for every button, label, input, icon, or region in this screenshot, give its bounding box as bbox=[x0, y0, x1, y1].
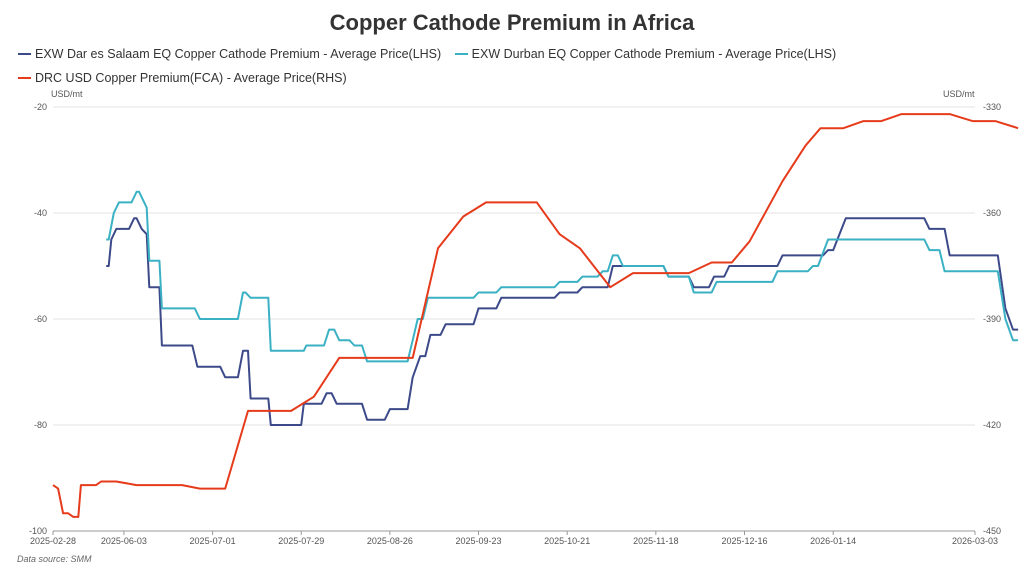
legend: EXW Dar es Salaam EQ Copper Cathode Prem… bbox=[18, 44, 1008, 92]
legend-swatch-durban bbox=[454, 53, 468, 55]
chart-title: Copper Cathode Premium in Africa bbox=[329, 10, 695, 35]
right-tick-label: -360 bbox=[983, 208, 1001, 218]
x-tick-label: 2026-03-03 bbox=[952, 536, 998, 546]
right-tick-label: -420 bbox=[983, 420, 1001, 430]
legend-label-drc: DRC USD Copper Premium(FCA) - Average Pr… bbox=[35, 71, 347, 85]
legend-item-dar-es-salaam[interactable]: EXW Dar es Salaam EQ Copper Cathode Prem… bbox=[18, 44, 441, 64]
x-tick-label: 2026-01-14 bbox=[810, 536, 856, 546]
x-tick-label: 2025-02-28 bbox=[30, 536, 76, 546]
x-tick-label: 2025-09-23 bbox=[456, 536, 502, 546]
legend-swatch-dar-es-salaam bbox=[18, 53, 31, 55]
data-source: Data source: SMM bbox=[17, 554, 92, 564]
series-line-0 bbox=[106, 217, 1019, 426]
series-line-1 bbox=[106, 190, 1019, 363]
x-tick-label: 2025-07-29 bbox=[278, 536, 324, 546]
right-tick-label: -450 bbox=[983, 526, 1001, 536]
legend-item-durban[interactable]: EXW Durban EQ Copper Cathode Premium - A… bbox=[454, 44, 837, 64]
left-tick-label: -60 bbox=[34, 314, 47, 324]
x-tick-label: 2025-06-03 bbox=[101, 536, 147, 546]
left-tick-label: -20 bbox=[34, 102, 47, 112]
series-line-2 bbox=[52, 113, 1019, 518]
left-axis-unit: USD/mt bbox=[51, 89, 83, 99]
x-tick-label: 2025-07-01 bbox=[190, 536, 236, 546]
legend-item-drc[interactable]: DRC USD Copper Premium(FCA) - Average Pr… bbox=[18, 68, 347, 88]
x-tick-label: 2025-08-26 bbox=[367, 536, 413, 546]
left-tick-label: -80 bbox=[34, 420, 47, 430]
legend-label-dar-es-salaam: EXW Dar es Salaam EQ Copper Cathode Prem… bbox=[35, 47, 442, 61]
legend-label-durban: EXW Durban EQ Copper Cathode Premium - A… bbox=[471, 47, 837, 61]
x-tick-label: 2025-10-21 bbox=[544, 536, 590, 546]
right-axis-unit: USD/mt bbox=[943, 89, 975, 99]
right-tick-label: -330 bbox=[983, 102, 1001, 112]
x-tick-label: 2025-12-16 bbox=[721, 536, 767, 546]
x-tick-label: 2025-11-18 bbox=[633, 536, 678, 546]
right-tick-label: -390 bbox=[983, 314, 1001, 324]
left-tick-label: -40 bbox=[34, 208, 47, 218]
left-tick-label: -100 bbox=[29, 526, 47, 536]
legend-swatch-drc bbox=[18, 77, 31, 79]
